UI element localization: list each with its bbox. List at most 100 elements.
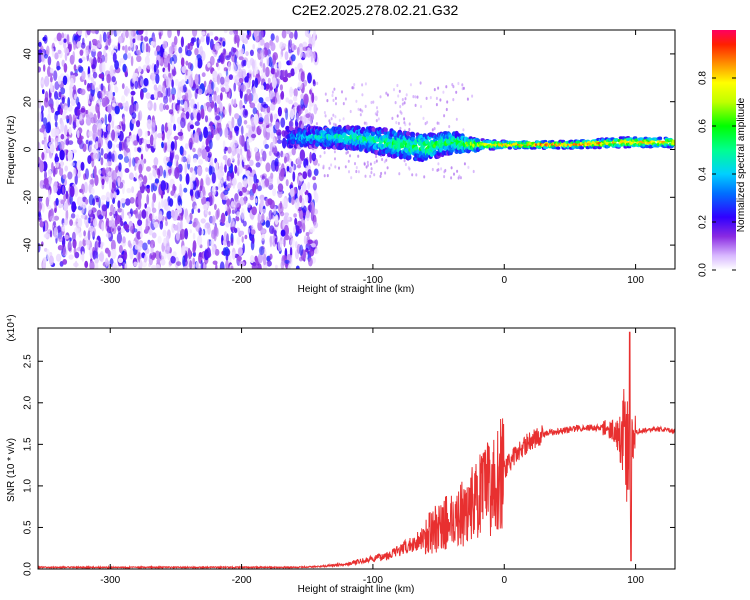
heatmap-noise-cell — [244, 93, 250, 102]
heatmap-noise-cell — [271, 77, 277, 89]
heatmap-noise-cell — [268, 209, 273, 220]
heatmap-noise-cell — [181, 65, 187, 74]
heatmap-noise-cell — [285, 179, 289, 187]
heatmap-noise-cell — [100, 148, 104, 156]
heatmap-noise-cell — [268, 150, 272, 156]
heatmap-noise-cell — [294, 241, 298, 249]
heatmap-noise-cell — [96, 118, 103, 130]
heatmap-noise-cell — [143, 36, 149, 42]
heatmap-noise-cell — [176, 30, 181, 37]
heatmap-noise-cell — [43, 138, 48, 151]
heatmap-noise-cell — [251, 206, 257, 216]
heatmap-noise-cell — [114, 105, 120, 115]
heatmap-noise-cell — [81, 183, 85, 195]
heatmap-noise-cell — [105, 191, 111, 202]
heatmap-noise-cell — [234, 54, 238, 65]
heatmap-signal-cell — [532, 146, 537, 150]
heatmap-noise-cell — [301, 217, 306, 226]
heatmap-noise-cell — [223, 109, 228, 115]
heatmap-noise-cell — [149, 134, 154, 146]
heatmap-noise-cell — [109, 80, 113, 93]
heatmap-noise-cell — [137, 147, 142, 153]
heatmap-noise-cell — [281, 30, 287, 39]
heatmap-noise-cell — [274, 158, 279, 167]
heatmap-noise-cell — [90, 77, 95, 82]
heatmap-noise-cell — [147, 103, 151, 108]
heatmap-noise-cell — [194, 121, 200, 127]
heatmap-noise-cell — [216, 74, 221, 85]
heatmap-noise-cell — [277, 183, 284, 193]
heatmap-noise-cell — [122, 236, 126, 244]
heatmap-noise-cell — [138, 176, 143, 187]
heatmap-noise-cell — [251, 79, 255, 86]
heatmap-noise-cell — [253, 30, 260, 35]
heatmap-noise-cell — [85, 139, 89, 145]
heatmap-noise-cell — [43, 233, 48, 238]
heatmap-noise-cell — [179, 145, 184, 156]
heatmap-noise-cell — [150, 41, 155, 46]
heatmap-noise-cell — [142, 87, 148, 93]
heatmap-noise-cell — [62, 185, 65, 195]
heatmap-noise-cell — [239, 30, 245, 42]
heatmap-speckle-cell — [453, 172, 455, 176]
heatmap-noise-cell — [167, 30, 172, 39]
heatmap-noise-cell — [112, 92, 116, 97]
heatmap-noise-cell — [243, 177, 248, 188]
heatmap-noise-cell — [81, 70, 86, 81]
heatmap-noise-cell — [260, 85, 265, 90]
heatmap-noise-cell — [159, 102, 164, 112]
heatmap-noise-cell — [77, 108, 81, 116]
heatmap-noise-cell — [274, 237, 278, 245]
heatmap-speckle-cell — [445, 107, 448, 112]
heatmap-noise-cell — [107, 113, 112, 123]
heatmap-noise-cell — [146, 166, 151, 172]
heatmap-noise-cell — [41, 241, 44, 247]
heatmap-noise-cell — [89, 179, 94, 185]
heatmap-noise-cell — [97, 127, 102, 137]
heatmap-noise-cell — [247, 202, 251, 208]
heatmap-noise-cell — [134, 80, 139, 90]
heatmap-speckle-cell — [422, 116, 425, 120]
snr-y-tick-label: 2.5 — [23, 354, 34, 368]
heatmap-noise-cell — [51, 162, 54, 172]
heatmap-noise-cell — [60, 120, 65, 133]
heatmap-noise-cell — [44, 91, 49, 103]
heatmap-noise-cell — [249, 255, 255, 264]
heatmap-noise-cell — [143, 228, 149, 234]
heatmap-noise-cell — [239, 261, 245, 267]
heatmap-noise-cell — [191, 170, 196, 182]
heatmap-speckle-cell — [328, 119, 331, 123]
heatmap-speckle-cell — [442, 90, 445, 94]
heatmap-noise-cell — [229, 30, 234, 35]
heatmap-noise-cell — [117, 177, 121, 187]
heatmap-noise-cell — [192, 107, 198, 119]
heatmap-noise-cell — [303, 93, 309, 105]
heatmap-noise-cell — [122, 264, 125, 269]
heatmap-noise-cell — [178, 213, 183, 221]
heatmap-noise-cell — [144, 203, 147, 209]
heatmap-noise-cell — [272, 145, 278, 155]
heatmap-noise-cell — [120, 228, 126, 233]
heatmap-noise-cell — [257, 220, 262, 232]
heatmap-speckle-cell — [433, 88, 436, 92]
heatmap-noise-cell — [122, 102, 127, 107]
heatmap-noise-cell — [242, 157, 246, 163]
heatmap-noise-cell — [91, 45, 97, 52]
heatmap-noise-cell — [84, 235, 88, 241]
heatmap-noise-cell — [128, 213, 132, 219]
heatmap-noise-cell — [251, 133, 257, 139]
heatmap-noise-cell — [56, 32, 62, 42]
heatmap-noise-cell — [245, 51, 249, 57]
heatmap-noise-cell — [141, 41, 147, 54]
heatmap-noise-cell — [224, 75, 231, 83]
heatmap-noise-cell — [177, 81, 183, 94]
heatmap-noise-cell — [228, 92, 231, 99]
heatmap-noise-cell — [39, 160, 45, 173]
heatmap-noise-cell — [249, 49, 254, 56]
heatmap-noise-cell — [54, 91, 59, 100]
snr-multiplier-label: (x10⁴) — [6, 314, 17, 341]
heatmap-noise-cell — [311, 152, 317, 162]
heatmap-noise-cell — [85, 198, 89, 205]
heatmap-noise-cell — [73, 64, 77, 71]
heatmap-speckle-cell — [403, 159, 406, 163]
